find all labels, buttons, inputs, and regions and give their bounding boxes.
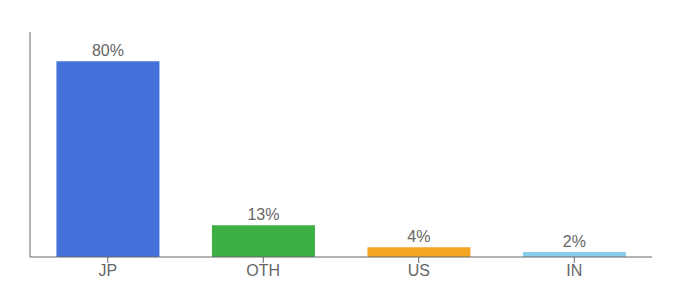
svg-text:80%: 80%: [92, 42, 124, 59]
svg-text:IN: IN: [566, 262, 582, 279]
svg-text:4%: 4%: [407, 228, 430, 245]
svg-text:OTH: OTH: [246, 262, 280, 279]
svg-text:US: US: [408, 262, 430, 279]
svg-text:JP: JP: [98, 262, 117, 279]
svg-text:13%: 13%: [247, 206, 279, 223]
svg-text:2%: 2%: [563, 233, 586, 250]
